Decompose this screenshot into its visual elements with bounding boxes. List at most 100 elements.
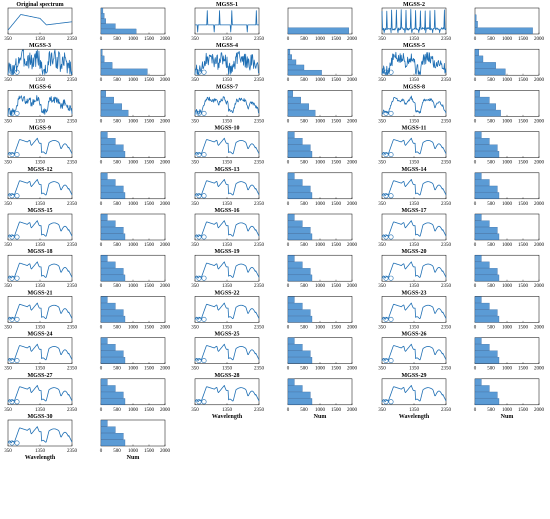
hist-bar xyxy=(100,7,104,14)
hist-bar xyxy=(287,64,305,71)
spectrum-line xyxy=(7,95,73,116)
x-tick-label: 2350 xyxy=(254,161,265,166)
x-tick-label: 1500 xyxy=(144,119,155,124)
x-tick-label: 2000 xyxy=(347,78,358,83)
spectrum-loop-mark xyxy=(383,316,389,322)
x-tick-label: 1000 xyxy=(502,367,513,372)
x-tick-label: 1350 xyxy=(222,367,233,372)
x-tick-label: 1500 xyxy=(518,325,529,330)
subplot-33: MGSS-16 350 1350 2350 xyxy=(191,208,264,248)
spectrum-line xyxy=(381,95,447,115)
x-tick-label: 2350 xyxy=(441,119,452,124)
hist-bar xyxy=(100,261,116,269)
x-tick-label: 2350 xyxy=(67,161,78,166)
x-axis-label: Wavelength xyxy=(399,414,430,420)
subplot-23: MGSS-11 350 1350 2350 xyxy=(378,126,451,166)
x-tick-label: 350 xyxy=(191,202,199,207)
hist-bar xyxy=(100,350,124,358)
x-tick-label: 0 xyxy=(100,243,103,248)
spectrum-line xyxy=(381,179,447,197)
subplot-5: MGSS-2 350 1350 2350 xyxy=(378,2,451,42)
x-tick-label: 2000 xyxy=(534,119,545,124)
hist-bar xyxy=(100,131,108,139)
x-tick-label: 2000 xyxy=(160,78,171,83)
subplot-42: 0 500 1000 1500 2000 xyxy=(474,254,545,289)
subplot-25: MGSS-12 350 1350 2350 xyxy=(4,167,77,207)
hist-bar xyxy=(287,151,313,158)
subplot-58: 0 500 1000 1500 2000 Num xyxy=(287,378,358,420)
x-tick-label: 350 xyxy=(4,161,12,166)
x-tick-label: 2000 xyxy=(160,367,171,372)
spectrum-line xyxy=(194,385,260,403)
x-tick-label: 350 xyxy=(4,449,12,454)
x-tick-label: 1500 xyxy=(144,78,155,83)
subplot-39: MGSS-19 350 1350 2350 xyxy=(191,249,264,289)
spectrum-loop-mark xyxy=(196,193,202,199)
x-tick-label: 1500 xyxy=(518,408,529,413)
spectrum-loop-mark xyxy=(383,275,389,281)
hist-bar xyxy=(474,21,478,28)
x-tick-label: 1000 xyxy=(128,449,139,454)
spectrum-line xyxy=(194,137,260,156)
subplot-31: MGSS-15 350 1350 2350 xyxy=(4,208,77,248)
subplot-54: 0 500 1000 1500 2000 xyxy=(474,337,545,372)
x-tick-label: 0 xyxy=(474,367,477,372)
x-tick-label: 1350 xyxy=(222,408,233,413)
hist-bar xyxy=(100,144,124,152)
x-tick-label: 1000 xyxy=(502,408,513,413)
x-axis-label: Num xyxy=(501,414,514,420)
hist-bar xyxy=(100,68,148,76)
x-tick-label: 0 xyxy=(287,161,290,166)
x-tick-label: 500 xyxy=(300,37,308,42)
x-tick-label: 500 xyxy=(300,119,308,124)
x-tick-label: 2350 xyxy=(67,367,78,372)
hist-bar xyxy=(287,138,303,145)
hist-bar xyxy=(100,426,116,433)
hist-bar xyxy=(474,55,484,63)
spectrum-loop-mark xyxy=(196,110,202,116)
subplot-title: MGSS-9 xyxy=(29,126,51,132)
x-tick-label: 1000 xyxy=(128,202,139,207)
subplot-41: MGSS-20 350 1350 2350 xyxy=(378,249,451,289)
x-tick-label: 1350 xyxy=(35,119,46,124)
subplot-title: MGSS-12 xyxy=(27,167,52,173)
subplot-title: MGSS-8 xyxy=(403,84,425,90)
subplot-10: 0 500 1000 1500 2000 xyxy=(287,48,358,83)
subplot-59: MGSS-29 350 1350 2350 Wavelength xyxy=(378,373,451,420)
subplot-24: 0 500 1000 1500 2000 xyxy=(474,131,545,166)
x-tick-label: 2350 xyxy=(67,408,78,413)
spectrum-loop-mark xyxy=(383,399,389,405)
hist-bar xyxy=(474,172,482,180)
hist-bar xyxy=(474,62,496,69)
hist-bar xyxy=(100,49,103,56)
subplot-title: MGSS-27 xyxy=(27,373,52,379)
hist-bar xyxy=(100,185,124,193)
x-tick-label: 1500 xyxy=(331,284,342,289)
x-tick-label: 0 xyxy=(287,119,290,124)
subplot-title: MGSS-24 xyxy=(27,332,52,338)
x-tick-label: 1000 xyxy=(128,367,139,372)
hist-bar xyxy=(474,315,500,323)
x-tick-label: 1000 xyxy=(315,161,326,166)
spectrum-loop-mark xyxy=(388,110,394,116)
x-tick-label: 1500 xyxy=(518,284,529,289)
x-tick-label: 1350 xyxy=(409,202,420,207)
spectrum-loop-mark xyxy=(196,399,202,405)
hist-bar xyxy=(287,185,311,193)
hist-bar xyxy=(100,214,108,221)
hist-bar xyxy=(287,233,313,240)
spectrum-line xyxy=(381,51,447,75)
x-tick-label: 2350 xyxy=(67,78,78,83)
spectrum-loop-mark xyxy=(9,275,15,281)
hist-bar xyxy=(474,192,500,199)
x-tick-label: 0 xyxy=(287,408,290,413)
spectrum-line xyxy=(381,137,447,156)
subplot-30: 0 500 1000 1500 2000 xyxy=(474,172,545,207)
spectrum-loop-mark xyxy=(201,193,207,199)
spectrum-loop-mark xyxy=(9,440,15,446)
hist-bar xyxy=(100,274,126,282)
x-tick-label: 2000 xyxy=(160,243,171,248)
hist-bar xyxy=(474,385,490,392)
x-tick-label: 0 xyxy=(474,78,477,83)
